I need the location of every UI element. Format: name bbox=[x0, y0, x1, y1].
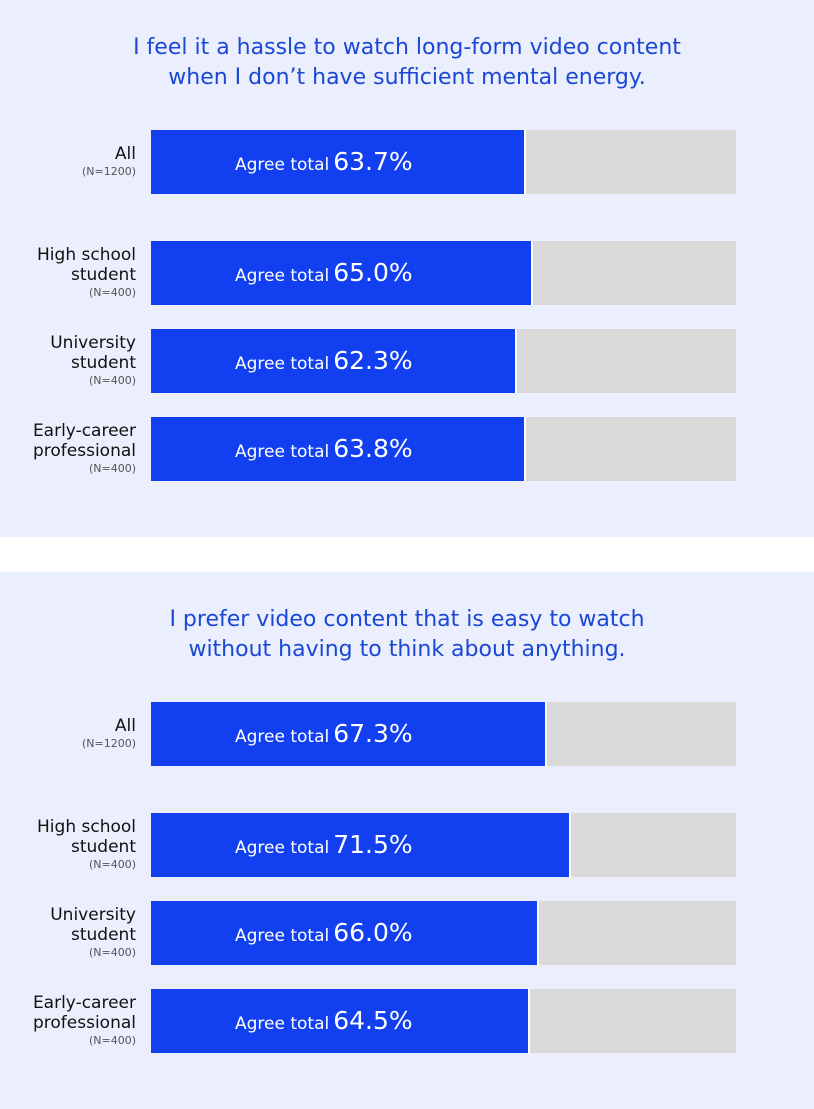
data-label-value: 71.5% bbox=[333, 830, 413, 859]
data-label-prefix: Agree total bbox=[235, 1014, 330, 1034]
category-name: All bbox=[114, 716, 136, 736]
data-label: Agree total 64.5% bbox=[235, 989, 413, 1053]
category-name: professional bbox=[32, 1013, 136, 1033]
bar-agree bbox=[151, 130, 526, 194]
bar-row: All (N=1200) Agree total 67.3% bbox=[0, 702, 814, 766]
sample-size: (N=400) bbox=[88, 1034, 136, 1047]
category-name: professional bbox=[32, 441, 136, 461]
bar-agree bbox=[151, 702, 547, 766]
bar-agree bbox=[151, 901, 540, 965]
bar-agree bbox=[151, 417, 527, 481]
data-label-value: 63.7% bbox=[333, 147, 413, 176]
chart-title: I prefer video content that is easy to w… bbox=[0, 605, 814, 665]
data-label-prefix: Agree total bbox=[235, 155, 330, 175]
category-label: Early-career professional (N=400) bbox=[33, 989, 136, 1053]
category-name: High school bbox=[37, 817, 136, 837]
data-label-prefix: Agree total bbox=[235, 838, 330, 858]
bar-remainder: Agree total 63.8% bbox=[151, 417, 736, 481]
data-label-prefix: Agree total bbox=[235, 727, 330, 747]
category-label: All (N=1200) bbox=[82, 130, 136, 194]
data-label-prefix: Agree total bbox=[235, 926, 330, 946]
data-label-value: 67.3% bbox=[333, 719, 413, 748]
data-label-value: 65.0% bbox=[333, 258, 413, 287]
bar-row: Early-career professional (N=400) Agree tot… bbox=[0, 989, 814, 1053]
title-line: I prefer video content that is easy to w… bbox=[169, 607, 645, 632]
category-name: student bbox=[71, 925, 136, 945]
data-label-value: 63.8% bbox=[333, 434, 413, 463]
bar-row: High school student (N=400) Agree total 65.0… bbox=[0, 241, 814, 305]
sample-size: (N=400) bbox=[88, 462, 136, 475]
sample-size: (N=1200) bbox=[81, 737, 136, 750]
bar-row: University student (N=400) Agree total 66.0% bbox=[0, 901, 814, 965]
bar-row: Early-career professional (N=400) Agree tot… bbox=[0, 417, 814, 481]
data-label: Agree total 71.5% bbox=[235, 813, 413, 877]
category-name: All bbox=[114, 144, 136, 164]
category-name: University bbox=[50, 333, 136, 353]
sample-size: (N=400) bbox=[88, 374, 136, 387]
category-label: University student (N=400) bbox=[50, 329, 136, 393]
sample-size: (N=400) bbox=[88, 286, 136, 299]
category-label: High school student (N=400) bbox=[37, 241, 136, 305]
category-label: High school student (N=400) bbox=[37, 813, 136, 877]
data-label-value: 64.5% bbox=[333, 1006, 413, 1035]
data-label: Agree total 67.3% bbox=[235, 702, 413, 766]
data-label-prefix: Agree total bbox=[235, 354, 330, 374]
data-label-prefix: Agree total bbox=[235, 266, 330, 286]
data-label-prefix: Agree total bbox=[235, 442, 330, 462]
category-label: University student (N=400) bbox=[50, 901, 136, 965]
category-name: student bbox=[71, 837, 136, 857]
bar-remainder: Agree total 63.7% bbox=[151, 130, 736, 194]
data-label: Agree total 66.0% bbox=[235, 901, 413, 965]
bar-agree bbox=[151, 241, 534, 305]
bar-agree bbox=[151, 329, 518, 393]
category-name: Early-career bbox=[32, 993, 136, 1013]
category-name: student bbox=[71, 353, 136, 373]
data-label: Agree total 63.8% bbox=[235, 417, 413, 481]
data-label: Agree total 62.3% bbox=[235, 329, 413, 393]
category-name: Early-career bbox=[32, 421, 136, 441]
category-name: High school bbox=[37, 245, 136, 265]
data-label: Agree total 65.0% bbox=[235, 241, 413, 305]
category-name: University bbox=[50, 905, 136, 925]
bar-agree bbox=[151, 813, 572, 877]
title-line: without having to think about anything. bbox=[188, 637, 626, 662]
sample-size: (N=400) bbox=[88, 946, 136, 959]
chart-title: I feel it a hassle to watch long-form vi… bbox=[0, 33, 814, 93]
data-label-value: 62.3% bbox=[333, 346, 413, 375]
bar-remainder: Agree total 71.5% bbox=[151, 813, 736, 877]
bar-agree bbox=[151, 989, 531, 1053]
category-label: Early-career professional (N=400) bbox=[33, 417, 136, 481]
chart-panel: I prefer video content that is easy to w… bbox=[0, 572, 814, 1109]
bar-remainder: Agree total 65.0% bbox=[151, 241, 736, 305]
bar-remainder: Agree total 64.5% bbox=[151, 989, 736, 1053]
bar-remainder: Agree total 62.3% bbox=[151, 329, 736, 393]
sample-size: (N=1200) bbox=[81, 165, 136, 178]
bar-remainder: Agree total 66.0% bbox=[151, 901, 736, 965]
bar-remainder: Agree total 67.3% bbox=[151, 702, 736, 766]
title-line: I feel it a hassle to watch long-form vi… bbox=[133, 35, 681, 60]
category-label: All (N=1200) bbox=[82, 702, 136, 766]
sample-size: (N=400) bbox=[88, 858, 136, 871]
chart-panel: I feel it a hassle to watch long-form vi… bbox=[0, 0, 814, 537]
bar-row: High school student (N=400) Agree total 71.5… bbox=[0, 813, 814, 877]
bar-row: All (N=1200) Agree total 63.7% bbox=[0, 130, 814, 194]
category-name: student bbox=[71, 265, 136, 285]
title-line: when I don’t have sufficient mental ener… bbox=[168, 65, 646, 90]
data-label-value: 66.0% bbox=[333, 918, 413, 947]
data-label: Agree total 63.7% bbox=[235, 130, 413, 194]
bar-row: University student (N=400) Agree total 62.3% bbox=[0, 329, 814, 393]
